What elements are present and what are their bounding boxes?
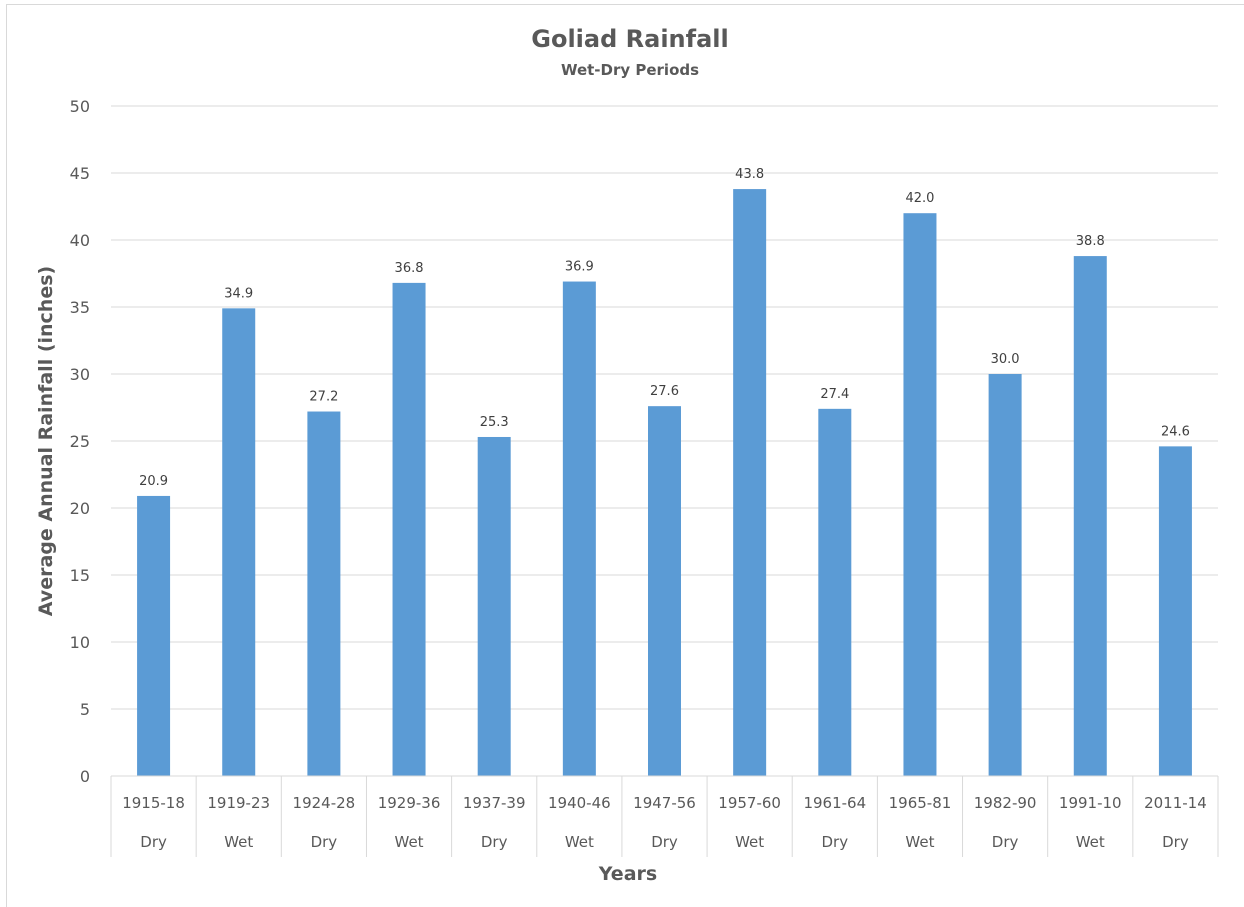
data-labels: 20.9 34.9 27.2 36.8 25.3 36.9 27.6 43.8 27.4 42.0… bbox=[139, 167, 1190, 489]
x-tick-label: 1937-39 bbox=[463, 794, 526, 812]
chart-subtitle: Wet-Dry Periods bbox=[561, 61, 699, 79]
data-label: 30.0 bbox=[991, 352, 1020, 367]
x-group-label: Wet bbox=[1076, 833, 1105, 851]
y-tick-label: 50 bbox=[70, 97, 90, 116]
x-tick-label: 1915-18 bbox=[122, 794, 185, 812]
bar bbox=[222, 308, 256, 776]
y-axis-ticks: 0 5 10 15 20 25 30 35 40 45 50 bbox=[70, 97, 90, 786]
y-tick-label: 45 bbox=[70, 164, 90, 183]
y-axis-title: Average Annual Rainfall (inches) bbox=[35, 266, 57, 616]
bar bbox=[988, 374, 1022, 776]
data-label: 43.8 bbox=[735, 167, 764, 182]
y-tick-label: 25 bbox=[70, 432, 90, 451]
x-tick-label: 2011-14 bbox=[1144, 794, 1207, 812]
y-tick-label: 0 bbox=[80, 767, 90, 786]
data-label: 25.3 bbox=[480, 415, 509, 430]
data-label: 42.0 bbox=[905, 191, 934, 206]
x-group-label: Wet bbox=[224, 833, 253, 851]
bar bbox=[137, 495, 171, 776]
x-group-label: Wet bbox=[735, 833, 764, 851]
x-group-label: Dry bbox=[992, 833, 1019, 851]
data-label: 20.9 bbox=[139, 474, 168, 489]
x-axis: 1915-18 Dry 1919-23 Wet 1924-28 Dry 1929-36 Wet… bbox=[110, 775, 1219, 857]
y-tick-label: 35 bbox=[70, 298, 90, 317]
bars bbox=[137, 189, 1192, 777]
bar bbox=[392, 282, 426, 776]
x-tick-label: 1924-28 bbox=[293, 794, 356, 812]
bar bbox=[1073, 256, 1107, 777]
bar bbox=[562, 281, 596, 776]
bar bbox=[1158, 446, 1192, 776]
x-group-label: Dry bbox=[311, 833, 338, 851]
data-label: 27.6 bbox=[650, 384, 679, 399]
bar bbox=[648, 406, 681, 776]
x-group-label: Dry bbox=[822, 833, 849, 851]
bar bbox=[477, 436, 511, 776]
x-group-label: Dry bbox=[1162, 833, 1189, 851]
x-tick-label: 1947-56 bbox=[633, 794, 696, 812]
x-tick-label: 1919-23 bbox=[207, 794, 270, 812]
y-tick-label: 10 bbox=[70, 633, 90, 652]
y-tick-label: 30 bbox=[70, 365, 90, 384]
data-label: 27.4 bbox=[820, 387, 849, 402]
bar bbox=[818, 408, 852, 776]
x-tick-label: 1957-60 bbox=[718, 794, 781, 812]
y-tick-label: 5 bbox=[80, 700, 90, 719]
bar bbox=[903, 213, 937, 776]
data-label: 36.9 bbox=[565, 260, 594, 275]
chart-title: Goliad Rainfall bbox=[531, 25, 728, 53]
x-tick-label: 1982-90 bbox=[974, 794, 1037, 812]
x-group-label: Dry bbox=[140, 833, 167, 851]
x-group-label: Wet bbox=[905, 833, 934, 851]
data-label: 34.9 bbox=[224, 286, 253, 301]
x-tick-label: 1965-81 bbox=[889, 794, 952, 812]
data-label: 27.2 bbox=[309, 390, 338, 405]
x-tick-label: 1929-36 bbox=[378, 794, 441, 812]
x-axis-title: Years bbox=[598, 863, 657, 885]
data-label: 38.8 bbox=[1076, 234, 1105, 249]
x-tick-label: 1991-10 bbox=[1059, 794, 1122, 812]
x-tick-label: 1961-64 bbox=[803, 794, 866, 812]
data-label: 24.6 bbox=[1161, 424, 1190, 439]
y-tick-label: 40 bbox=[70, 231, 90, 250]
y-tick-label: 15 bbox=[70, 566, 90, 585]
bar bbox=[307, 411, 341, 776]
bar bbox=[733, 189, 767, 776]
chart-frame bbox=[6, 4, 1244, 907]
data-label: 36.8 bbox=[395, 261, 424, 276]
x-group-label: Wet bbox=[395, 833, 424, 851]
x-group-label: Wet bbox=[565, 833, 594, 851]
y-tick-label: 20 bbox=[70, 499, 90, 518]
x-group-label: Dry bbox=[651, 833, 678, 851]
x-group-label: Dry bbox=[481, 833, 508, 851]
x-tick-label: 1940-46 bbox=[548, 794, 611, 812]
